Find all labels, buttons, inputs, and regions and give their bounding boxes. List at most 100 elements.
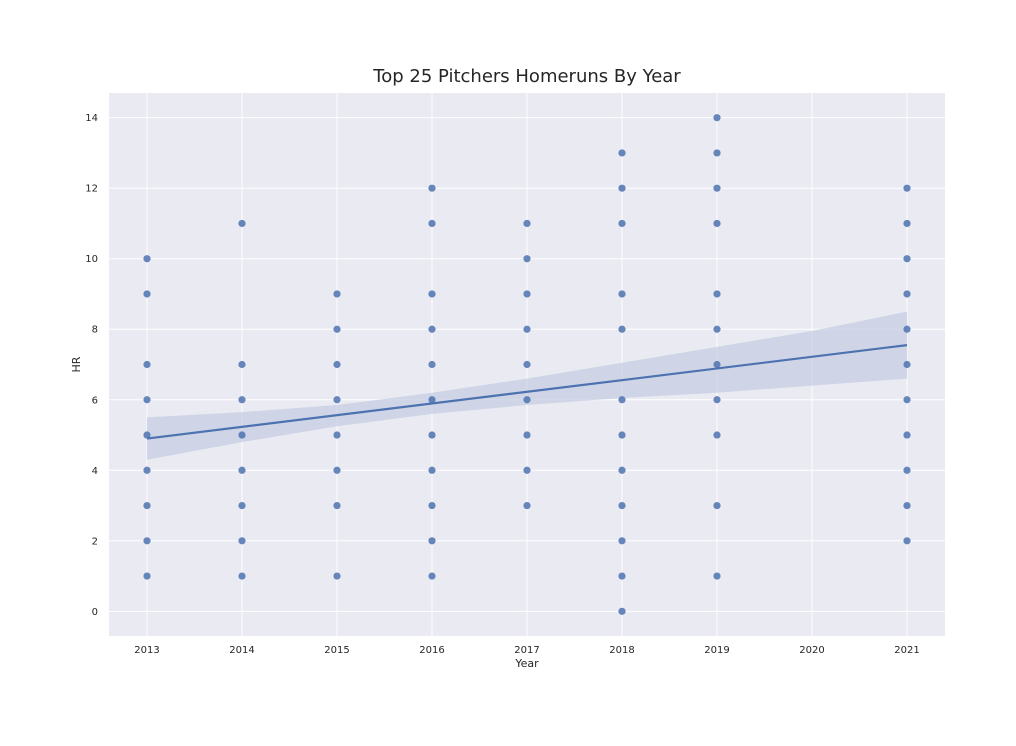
data-point: [903, 466, 911, 474]
y-tick-label: 4: [92, 466, 98, 477]
y-tick-label: 2: [92, 536, 98, 547]
data-point: [428, 184, 436, 192]
data-point: [618, 396, 626, 404]
data-point: [143, 290, 151, 298]
data-point: [238, 572, 246, 580]
y-tick-label: 12: [85, 184, 98, 195]
data-point: [618, 431, 626, 439]
data-point: [428, 325, 436, 333]
data-point: [523, 219, 531, 228]
data-point: [143, 466, 151, 474]
data-point: [903, 219, 911, 228]
data-point: [428, 219, 436, 228]
data-point: [523, 431, 531, 439]
data-point: [713, 431, 721, 439]
data-point: [713, 149, 721, 157]
data-point: [903, 360, 911, 369]
data-point: [333, 325, 341, 333]
data-point: [143, 537, 151, 545]
data-point: [333, 501, 341, 510]
x-tick-label: 2014: [229, 645, 254, 656]
data-point: [143, 360, 151, 369]
data-point: [333, 290, 341, 298]
data-point: [713, 114, 721, 122]
data-point: [713, 184, 721, 192]
data-point: [618, 149, 626, 157]
data-point: [333, 572, 341, 580]
data-point: [428, 466, 436, 474]
data-point: [143, 396, 151, 404]
data-point: [428, 537, 436, 545]
data-point: [428, 396, 436, 404]
y-axis-label: HR: [70, 356, 83, 372]
y-tick-label: 8: [92, 325, 98, 336]
data-point: [428, 572, 436, 580]
y-tick-label: 14: [85, 113, 98, 124]
data-point: [523, 290, 531, 298]
x-tick-label: 2017: [514, 645, 539, 656]
data-point: [618, 325, 626, 333]
data-point: [713, 501, 721, 510]
data-point: [713, 219, 721, 228]
x-tick-label: 2020: [799, 645, 824, 656]
data-point: [143, 255, 151, 263]
data-point: [523, 325, 531, 333]
data-point: [903, 537, 911, 545]
data-point: [903, 184, 911, 192]
data-point: [333, 431, 341, 439]
data-point: [523, 466, 531, 474]
data-point: [238, 431, 246, 439]
chart-title: Top 25 Pitchers Homeruns By Year: [373, 66, 681, 87]
data-point: [428, 431, 436, 439]
data-point: [618, 290, 626, 298]
confidence-band: [147, 311, 907, 460]
x-tick-label: 2013: [134, 645, 159, 656]
y-tick-label: 0: [92, 607, 98, 618]
data-point: [618, 501, 626, 510]
data-point: [618, 466, 626, 474]
x-axis-label: Year: [514, 657, 539, 670]
x-tick-label: 2021: [894, 645, 919, 656]
data-point: [238, 396, 246, 404]
data-point: [143, 572, 151, 580]
data-point: [238, 466, 246, 474]
data-point: [618, 607, 626, 615]
data-point: [713, 396, 721, 404]
data-point: [713, 325, 721, 333]
data-point: [618, 184, 626, 192]
x-tick-label: 2018: [609, 645, 634, 656]
data-point: [143, 501, 151, 510]
data-point: [428, 501, 436, 510]
data-point: [333, 360, 341, 369]
data-point: [333, 466, 341, 474]
data-point: [238, 537, 246, 545]
data-point: [143, 431, 151, 439]
data-point: [903, 290, 911, 298]
data-point: [903, 501, 911, 510]
data-point: [713, 360, 721, 369]
data-point: [903, 396, 911, 404]
data-point: [333, 396, 341, 404]
regression-line: [146, 344, 908, 440]
data-point: [713, 572, 721, 580]
y-tick-label: 10: [85, 254, 98, 265]
data-point: [618, 219, 626, 228]
x-tick-label: 2019: [704, 645, 729, 656]
data-point: [903, 431, 911, 439]
data-point: [713, 290, 721, 298]
data-point: [523, 396, 531, 404]
data-point: [238, 501, 246, 510]
data-point: [618, 572, 626, 580]
data-point: [523, 255, 531, 263]
y-tick-label: 6: [92, 395, 98, 406]
data-point: [238, 360, 246, 369]
x-tick-label: 2015: [324, 645, 349, 656]
data-point: [428, 360, 436, 369]
data-point: [523, 360, 531, 369]
x-tick-label: 2016: [419, 645, 444, 656]
data-point: [618, 537, 626, 545]
data-point: [903, 325, 911, 333]
data-point: [523, 501, 531, 510]
